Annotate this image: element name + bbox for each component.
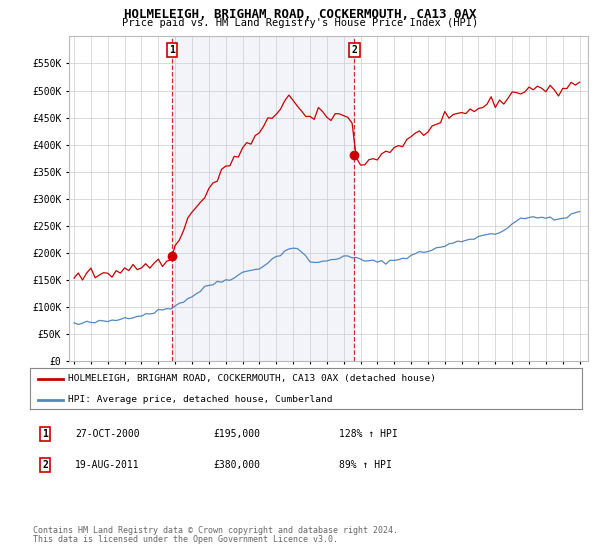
Text: Price paid vs. HM Land Registry's House Price Index (HPI): Price paid vs. HM Land Registry's House … bbox=[122, 18, 478, 28]
Text: 27-OCT-2000: 27-OCT-2000 bbox=[75, 429, 140, 439]
Text: Contains HM Land Registry data © Crown copyright and database right 2024.: Contains HM Land Registry data © Crown c… bbox=[33, 526, 398, 535]
Text: HOLMELEIGH, BRIGHAM ROAD, COCKERMOUTH, CA13 0AX (detached house): HOLMELEIGH, BRIGHAM ROAD, COCKERMOUTH, C… bbox=[68, 374, 436, 383]
Bar bbox=[172, 36, 354, 361]
Text: HPI: Average price, detached house, Cumberland: HPI: Average price, detached house, Cumb… bbox=[68, 395, 332, 404]
Text: 1: 1 bbox=[169, 45, 175, 55]
Text: 1: 1 bbox=[42, 429, 48, 439]
Text: 89% ↑ HPI: 89% ↑ HPI bbox=[339, 460, 392, 470]
Text: £380,000: £380,000 bbox=[213, 460, 260, 470]
Text: 19-AUG-2011: 19-AUG-2011 bbox=[75, 460, 140, 470]
Text: HOLMELEIGH, BRIGHAM ROAD, COCKERMOUTH, CA13 0AX: HOLMELEIGH, BRIGHAM ROAD, COCKERMOUTH, C… bbox=[124, 8, 476, 21]
Text: This data is licensed under the Open Government Licence v3.0.: This data is licensed under the Open Gov… bbox=[33, 535, 338, 544]
Text: 2: 2 bbox=[352, 45, 357, 55]
Text: 128% ↑ HPI: 128% ↑ HPI bbox=[339, 429, 398, 439]
Text: £195,000: £195,000 bbox=[213, 429, 260, 439]
Text: 2: 2 bbox=[42, 460, 48, 470]
